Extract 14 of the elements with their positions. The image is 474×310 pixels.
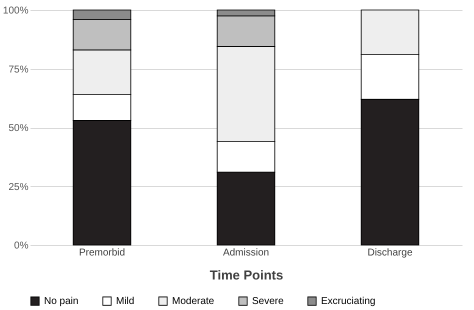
legend-label: No pain — [44, 296, 78, 308]
legend-label: Severe — [252, 296, 284, 308]
legend-label: Mild — [116, 296, 134, 308]
y-tick-label: 25% — [8, 182, 29, 193]
legend-label: Moderate — [172, 296, 215, 308]
x-tick-label: Discharge — [367, 248, 413, 258]
y-tick-label: 0% — [14, 240, 29, 252]
x-tick-label: Premorbid — [78, 248, 126, 258]
y-tick-label: 75% — [8, 64, 29, 76]
y-tick-label: 50% — [8, 123, 29, 134]
x-axis-title: Time Points — [210, 268, 284, 282]
legend-label: Excruciating — [321, 296, 376, 308]
x-tick-label: Admission — [222, 248, 270, 258]
y-tick-label: 100% — [2, 6, 29, 16]
